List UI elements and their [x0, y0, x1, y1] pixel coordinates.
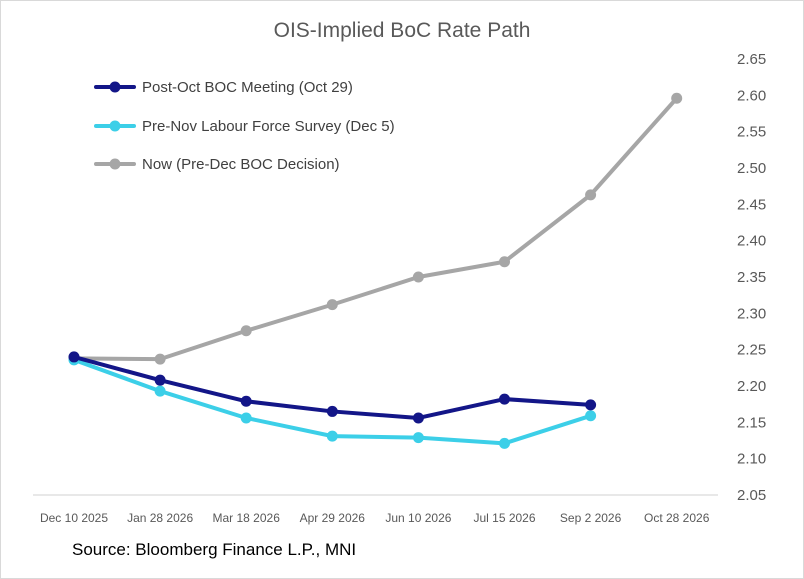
data-point [412, 271, 424, 283]
y-tick-label: 2.25 [737, 342, 766, 359]
y-tick-label: 2.10 [737, 451, 766, 468]
data-point [671, 92, 683, 104]
data-point [499, 256, 510, 268]
y-tick-label: 2.65 [737, 51, 766, 68]
data-point [412, 412, 424, 424]
chart-title: OIS-Implied BoC Rate Path [273, 19, 531, 42]
series-line [72, 96, 679, 362]
source-note: Source: Bloomberg Finance L.P., MNI [72, 540, 357, 559]
x-tick-label: Jan 28 2026 [127, 511, 193, 525]
x-tick-label: Mar 18 2026 [213, 511, 281, 525]
legend: Post-Oct BOC Meeting (Oct 29) Pre-Nov Lab… [94, 79, 395, 173]
data-point [240, 412, 252, 424]
data-point [326, 430, 338, 442]
data-point [154, 385, 166, 397]
data-point [499, 437, 510, 449]
data-point [240, 325, 252, 337]
data-point [499, 393, 510, 405]
data-point [585, 410, 597, 422]
legend-label: Pre-Nov Labour Force Survey (Dec 5) [142, 118, 395, 135]
data-point [412, 432, 424, 444]
series-layer [68, 92, 683, 449]
legend-item: Post-Oct BOC Meeting (Oct 29) [94, 79, 353, 96]
data-point [68, 351, 80, 363]
x-axis-ticks: Dec 10 2025 Jan 28 2026 Mar 18 2026 Apr 29 … [40, 511, 710, 525]
data-point [326, 405, 338, 417]
x-tick-label: Jun 10 2026 [385, 511, 451, 525]
y-tick-label: 2.30 [737, 305, 766, 322]
data-point [154, 374, 166, 386]
legend-swatch-marker [109, 81, 121, 93]
y-tick-label: 2.60 [737, 87, 766, 104]
y-tick-label: 2.05 [737, 487, 766, 504]
x-tick-label: Oct 28 2026 [644, 511, 710, 525]
y-axis-ticks: 2.05 2.10 2.15 2.20 2.25 2.30 2.35 2.40 2.45 2.50… [737, 51, 766, 504]
series-0 [68, 351, 597, 424]
legend-swatch-marker [109, 158, 121, 170]
data-point [154, 353, 166, 365]
x-tick-label: Jul 15 2026 [473, 511, 535, 525]
x-tick-label: Sep 2 2026 [560, 511, 622, 525]
series-2 [68, 92, 683, 365]
legend-swatch-marker [109, 120, 121, 132]
y-tick-label: 2.35 [737, 269, 766, 286]
legend-label: Now (Pre-Dec BOC Decision) [142, 156, 340, 173]
legend-label: Post-Oct BOC Meeting (Oct 29) [142, 79, 353, 96]
y-tick-label: 2.45 [737, 196, 766, 213]
y-tick-label: 2.55 [737, 124, 766, 141]
y-tick-label: 2.20 [737, 378, 766, 395]
legend-item: Now (Pre-Dec BOC Decision) [94, 156, 340, 173]
data-point [585, 399, 597, 411]
y-tick-label: 2.40 [737, 233, 766, 250]
y-tick-label: 2.15 [737, 414, 766, 431]
x-tick-label: Apr 29 2026 [300, 511, 366, 525]
data-point [240, 395, 252, 407]
legend-item: Pre-Nov Labour Force Survey (Dec 5) [94, 118, 395, 135]
y-tick-label: 2.50 [737, 160, 766, 177]
x-tick-label: Dec 10 2025 [40, 511, 108, 525]
data-point [326, 299, 338, 311]
data-point [585, 189, 597, 201]
